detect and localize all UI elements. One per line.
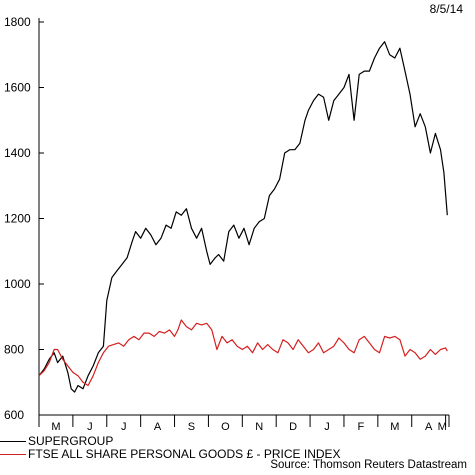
x-tick-label: N	[255, 421, 263, 433]
x-tick-label: F	[358, 421, 365, 433]
x-tick-label: J	[324, 421, 330, 433]
x-tick-label: O	[221, 421, 230, 433]
x-tick-label: J	[121, 421, 127, 433]
y-tick-label: 1800	[4, 15, 31, 29]
x-tick-label: M	[51, 421, 60, 433]
legend-swatch-ftse	[0, 454, 26, 456]
x-tick-label: A	[154, 421, 162, 433]
y-tick-label: 1000	[4, 277, 31, 291]
legend-swatch-supergroup	[0, 441, 26, 443]
y-tick-label: 1400	[4, 146, 31, 160]
series-line-ftse	[38, 319, 448, 387]
y-tick-label: 800	[4, 343, 24, 357]
legend-item-supergroup: SUPERGROUP	[0, 434, 113, 448]
legend-label-supergroup: SUPERGROUP	[28, 434, 114, 448]
legend-item-ftse: FTSE ALL SHARE PERSONAL GOODS £ - PRICE …	[0, 447, 341, 461]
y-tick-label: 1200	[4, 212, 31, 226]
x-tick-label: A	[425, 421, 433, 433]
y-tick-label: 1600	[4, 81, 31, 95]
x-tick-label: M	[438, 421, 447, 433]
y-tick-label: 600	[4, 408, 24, 422]
chart-date: 8/5/14	[429, 2, 463, 16]
x-tick-label: D	[289, 421, 297, 433]
series-line-supergroup	[38, 41, 448, 393]
source-note: Source: Thomson Reuters Datastream	[270, 459, 467, 471]
legend-label-ftse: FTSE ALL SHARE PERSONAL GOODS £ - PRICE …	[28, 447, 341, 461]
x-tick-label: M	[390, 421, 399, 433]
x-tick-label: S	[188, 421, 195, 433]
x-tick-label: J	[87, 421, 93, 433]
